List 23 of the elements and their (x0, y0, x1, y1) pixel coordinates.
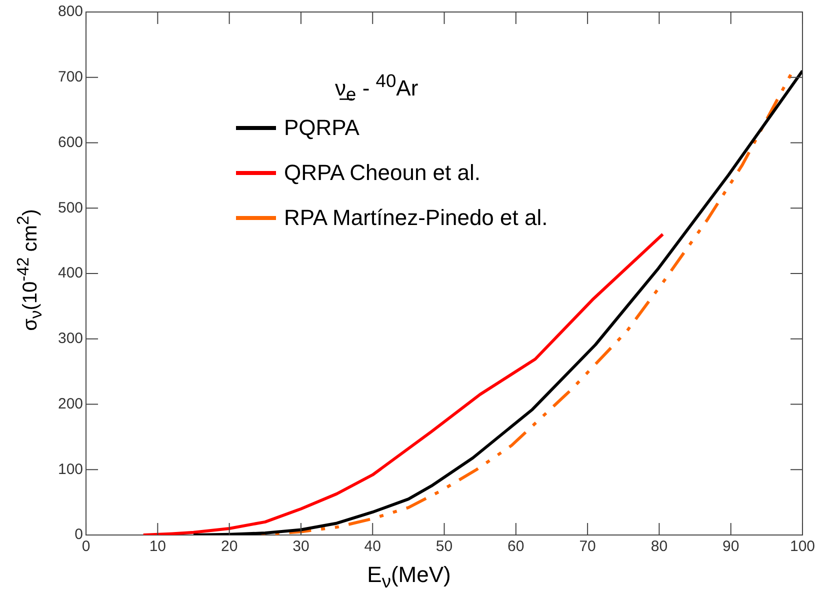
legend-label: QRPA Cheoun et al. (284, 160, 480, 186)
x-tick-label: 40 (364, 538, 381, 556)
y-tick-label: 500 (58, 199, 84, 216)
x-tick-label: 30 (292, 538, 310, 556)
legend-label: RPA Martínez-Pinedo et al. (284, 204, 548, 230)
x-tick-label: 70 (579, 538, 596, 556)
x-tick-label: 20 (220, 538, 238, 556)
x-tick-label: 90 (722, 538, 740, 556)
x-tick-label: 50 (436, 538, 453, 556)
y-tick-label: 200 (58, 395, 84, 412)
x-tick-label: 80 (650, 538, 668, 556)
legend-label: PQRPA (284, 114, 360, 140)
x-axis-title: E$_{ν}$(MeV) (366, 562, 452, 592)
x-tick-label: 100 (790, 538, 815, 556)
y-tick-label: 0 (74, 526, 84, 544)
y-tick-label: 600 (58, 134, 84, 151)
x-tick-label: 60 (508, 538, 524, 556)
y-tick-label: 100 (58, 460, 84, 478)
y-tick-label: 400 (58, 264, 84, 282)
y-tick-label: 300 (58, 330, 84, 348)
y-tick-label: 700 (58, 68, 84, 86)
x-tick-label: 10 (149, 538, 166, 556)
y-tick-label: 800 (58, 3, 84, 20)
